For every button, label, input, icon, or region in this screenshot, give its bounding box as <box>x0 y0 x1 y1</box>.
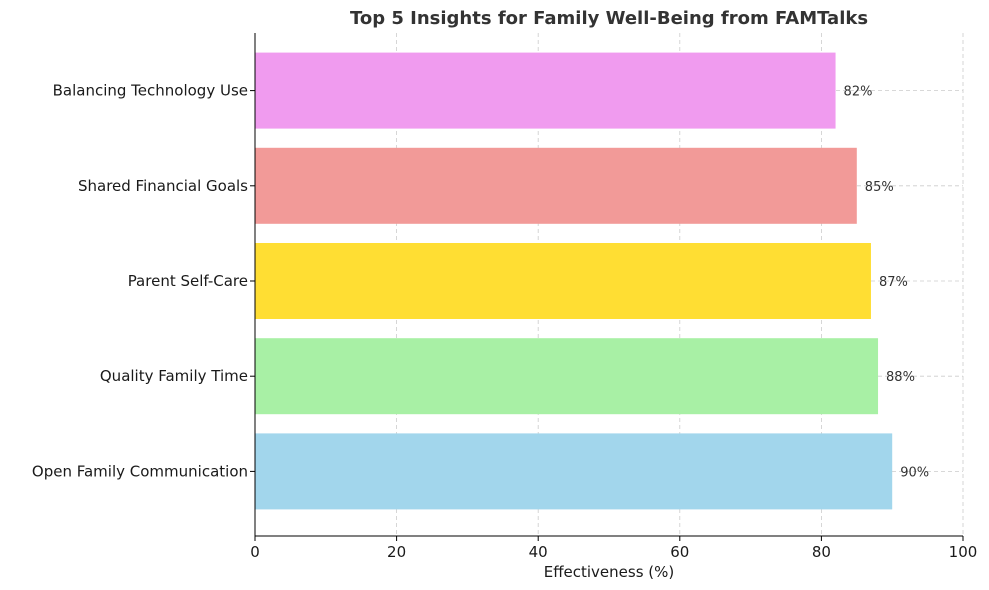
category-label: Quality Family Time <box>100 367 248 385</box>
x-axis-label: Effectiveness (%) <box>544 563 675 581</box>
x-tick-label: 0 <box>250 543 260 561</box>
bar <box>255 243 871 319</box>
x-tick-label: 100 <box>949 543 978 561</box>
category-label: Balancing Technology Use <box>53 82 248 100</box>
category-label: Shared Financial Goals <box>78 177 248 195</box>
x-tick-label: 20 <box>387 543 406 561</box>
bar <box>255 52 836 129</box>
bar-value-label: 82% <box>844 85 873 100</box>
bar <box>255 147 857 224</box>
category-label: Parent Self-Care <box>128 272 248 290</box>
bar-value-label: 88% <box>886 370 915 385</box>
x-tick-label: 40 <box>529 543 548 561</box>
bar <box>255 338 879 415</box>
bar-layer: 90% 88% 87% 85% 82% <box>255 52 929 510</box>
bar-value-label: 85% <box>865 180 894 195</box>
bar-value-label: 90% <box>900 465 929 480</box>
chart-title: Top 5 Insights for Family Well-Being fro… <box>350 8 868 29</box>
axis-layer: 0 20 40 60 80 100 Open Family Communication Qua… <box>32 33 977 561</box>
category-label: Open Family Communication <box>32 462 248 480</box>
bar-value-label: 87% <box>879 275 908 290</box>
x-tick-label: 60 <box>670 543 689 561</box>
bar <box>255 433 893 510</box>
x-tick-label: 80 <box>812 543 831 561</box>
